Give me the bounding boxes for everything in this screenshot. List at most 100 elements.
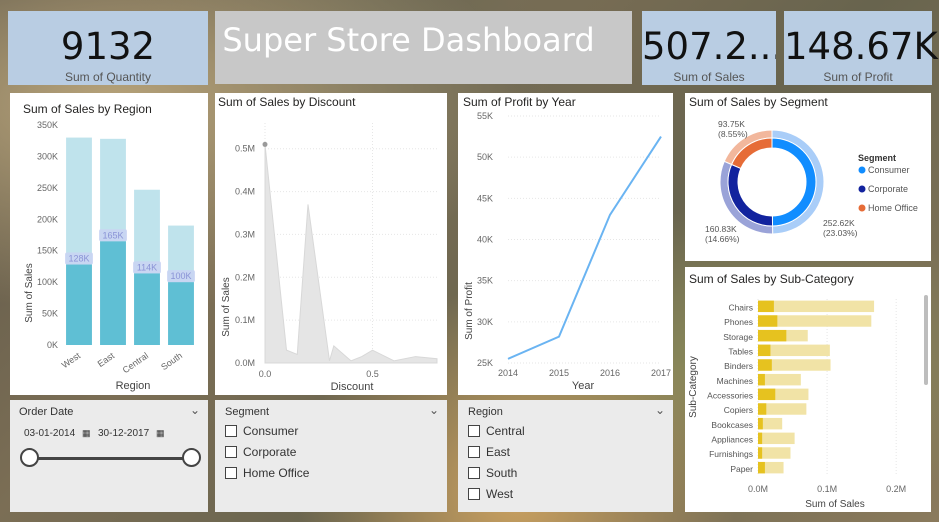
- profit-xtick-label: 2014: [498, 368, 518, 378]
- subcat-scrollbar[interactable]: [924, 295, 928, 385]
- subcat-bar-background: [758, 359, 831, 371]
- date-range-track[interactable]: [30, 457, 192, 460]
- dashboard-title-card: Super Store Dashboard: [215, 11, 632, 84]
- profit-ytick-label: 40K: [477, 235, 493, 245]
- profit-chart-card[interactable]: Sum of Profit by Year 25K 30K 35K 40K 45K 50K…: [458, 93, 673, 395]
- subcat-ytick-label: Copiers: [724, 405, 753, 415]
- profit-ytick-label: 50K: [477, 152, 493, 162]
- region-data-label: 100K: [170, 271, 191, 281]
- chevron-down-icon[interactable]: ⌄: [654, 403, 665, 417]
- profit-ylabel: Sum of Profit: [464, 282, 475, 340]
- segment-chart-title: Sum of Sales by Segment: [689, 95, 828, 109]
- segment-data-label-value: 252.62K: [823, 218, 855, 228]
- segment-donut-chart[interactable]: 252.62K(23.03%) 160.83K(14.66%) 93.75K(8.5…: [685, 93, 931, 261]
- segment-data-label-percent: (8.55%): [718, 129, 748, 139]
- profit-line-chart[interactable]: 25K 30K 35K 40K 45K 50K 55K 2014 2015 2016 2017 Su…: [458, 93, 673, 395]
- checkbox[interactable]: [225, 446, 237, 458]
- checkbox[interactable]: [468, 446, 480, 458]
- region-data-label-bg: [99, 229, 127, 242]
- date-range-end-handle[interactable]: [182, 448, 201, 467]
- region-data-label: 114K: [137, 262, 157, 272]
- region-ytick-label: 300K: [37, 151, 58, 161]
- calendar-icon[interactable]: ▦: [155, 428, 165, 438]
- chevron-down-icon[interactable]: ⌄: [428, 403, 439, 417]
- subcat-bar-background: [758, 417, 783, 430]
- region-option-label: Central: [486, 424, 525, 438]
- subcat-chart-card[interactable]: Sum of Sales by Sub-Category 0.0M 0.1M 0.2…: [685, 267, 931, 512]
- discount-ytick-label: 0.4M: [235, 187, 255, 197]
- segment-slice: [730, 137, 773, 170]
- region-bar: [168, 282, 194, 345]
- subcat-bar: [758, 403, 767, 415]
- profit-ytick-label: 25K: [477, 358, 493, 368]
- subcat-bar-background: [758, 300, 875, 313]
- region-chart-card[interactable]: Sum of Sales by Region 0K 50K 100K 150K 200K…: [10, 93, 208, 395]
- region-chart-title: Sum of Sales by Region: [23, 102, 152, 116]
- subcat-bar: [758, 447, 763, 459]
- segment-legend-label: Corporate: [868, 184, 908, 194]
- discount-ytick-label: 0.1M: [235, 315, 255, 325]
- segment-slicer-label: Segment: [225, 406, 270, 418]
- region-ytick-label: 200K: [37, 214, 58, 224]
- region-option-south[interactable]: South: [468, 466, 517, 480]
- discount-ytick-label: 0.2M: [235, 272, 255, 282]
- segment-chart-card[interactable]: Sum of Sales by Segment 252.62K (23.03%) 1…: [685, 93, 931, 261]
- region-ytick-label: 250K: [37, 183, 58, 193]
- order-date-start[interactable]: 03-01-2014 ▦: [24, 428, 90, 439]
- segment-option-consumer[interactable]: Consumer: [225, 424, 298, 438]
- checkbox[interactable]: [468, 467, 480, 479]
- subcat-ytick-label: Appliances: [711, 435, 753, 445]
- segment-data-label-value: 93.75K: [718, 119, 745, 129]
- order-date-end[interactable]: 30-12-2017 ▦: [98, 428, 164, 439]
- calendar-icon[interactable]: ▦: [81, 428, 91, 438]
- region-slicer[interactable]: Region ⌄ Central East South West: [458, 400, 673, 512]
- segment-option-home-office[interactable]: Home Office: [225, 466, 309, 480]
- region-ylabel: Sum of Sales: [24, 263, 35, 322]
- segment-legend-marker: [858, 185, 866, 193]
- region-bar-chart[interactable]: 0K 50K 100K 150K 200K 250K 300K 350K 128K West 165…: [10, 93, 208, 395]
- profit-ytick-label: 30K: [477, 317, 493, 327]
- chevron-down-icon[interactable]: ⌄: [189, 403, 200, 417]
- subcat-bar: [758, 373, 765, 386]
- subcat-ytick-label: Tables: [728, 347, 753, 357]
- order-date-slicer[interactable]: Order Date ⌄ 03-01-2014 ▦ 30-12-2017 ▦: [10, 400, 208, 512]
- region-data-label: 165K: [102, 230, 123, 240]
- checkbox[interactable]: [468, 488, 480, 500]
- region-option-central[interactable]: Central: [468, 424, 525, 438]
- order-date-start-value: 03-01-2014: [24, 428, 76, 439]
- region-ytick-label: 150K: [37, 246, 58, 256]
- segment-legend-marker: [858, 166, 866, 174]
- subcat-bar: [758, 300, 774, 313]
- profit-line: [507, 136, 662, 360]
- discount-chart-card[interactable]: Sum of Sales by Discount 0.0M 0.1M 0.2M 0.3…: [215, 93, 447, 395]
- subcat-ylabel: Sub-Category: [688, 356, 699, 418]
- date-range-start-handle[interactable]: [20, 448, 39, 467]
- subcat-ytick-label: Paper: [730, 464, 753, 474]
- region-ytick-label: 350K: [37, 120, 58, 130]
- checkbox[interactable]: [225, 467, 237, 479]
- segment-legend-title: Segment: [858, 153, 896, 163]
- region-option-west[interactable]: West: [468, 487, 513, 501]
- segment-data-label-percent: (23.03%): [823, 228, 858, 238]
- region-ytick-label: 100K: [37, 277, 58, 287]
- region-option-label: South: [486, 466, 518, 480]
- kpi-quantity-value: 9132: [60, 25, 156, 68]
- segment-slicer[interactable]: Segment ⌄ Consumer Corporate Home Office: [215, 400, 447, 512]
- region-xtick-label: East: [96, 350, 117, 369]
- kpi-profit-card: 148.67K Sum of Profit: [784, 11, 938, 85]
- region-data-label-bg: [133, 261, 161, 274]
- subcat-bar: [758, 461, 765, 474]
- region-option-east[interactable]: East: [468, 445, 510, 459]
- segment-option-corporate[interactable]: Corporate: [225, 445, 296, 459]
- subcat-ytick-label: Phones: [724, 317, 753, 327]
- discount-area-chart[interactable]: 0.0M 0.1M 0.2M 0.3M 0.4M 0.5M 0.0 0.5 Sum of Sa…: [215, 93, 447, 395]
- subcat-bar-background: [758, 373, 801, 386]
- subcat-bar-chart[interactable]: 0.0M 0.1M 0.2M Chairs Phones Storage Tables Bin…: [685, 267, 931, 512]
- discount-ytick-label: 0.5M: [235, 144, 255, 154]
- kpi-sales-card: 507.2... Sum of Sales: [642, 11, 776, 85]
- subcat-bar-background: [758, 403, 807, 415]
- checkbox[interactable]: [225, 425, 237, 437]
- profit-xtick-label: 2017: [651, 368, 671, 378]
- discount-xtick-label: 0.0: [259, 369, 272, 379]
- checkbox[interactable]: [468, 425, 480, 437]
